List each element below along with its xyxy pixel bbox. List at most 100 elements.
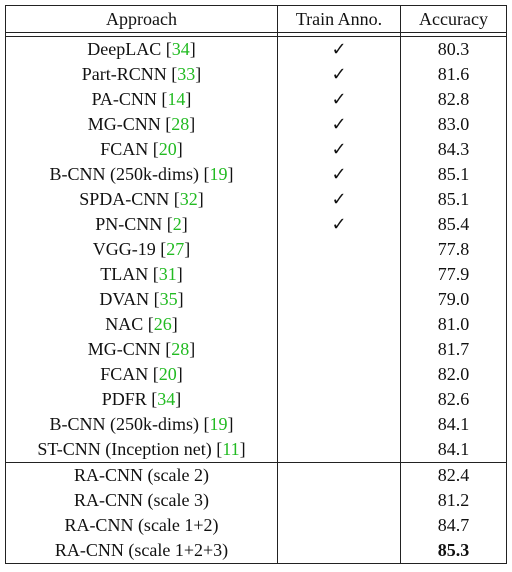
approach-name: Part-RCNN [ (81, 64, 178, 84)
citation-close: ] (189, 39, 196, 59)
approach-cell: FCAN [20] (5, 137, 278, 162)
approach-cell: PA-CNN [14] (5, 87, 278, 112)
checkmark-icon: ✓ (331, 114, 347, 135)
citation-close: ] (189, 114, 196, 134)
approach-cell: RA-CNN (scale 2) (5, 462, 278, 488)
train-anno-cell: ✓ (277, 212, 401, 237)
approach-cell: RA-CNN (scale 1+2+3) (5, 538, 278, 564)
approach-cell: FCAN [20] (5, 362, 278, 387)
approach-cell: B-CNN (250k-dims) [19] (5, 162, 278, 187)
citation-close: ] (177, 289, 184, 309)
train-anno-cell (277, 488, 401, 513)
train-anno-cell: ✓ (277, 137, 401, 162)
approach-cell: NAC [26] (5, 312, 278, 337)
citation-link[interactable]: 34 (171, 39, 190, 59)
citation-link[interactable]: 32 (179, 189, 198, 209)
table-row: PA-CNN [14] ✓ 82.8 (5, 87, 507, 112)
table-row: RA-CNN (scale 1+2+3) 85.3 (5, 538, 507, 564)
approach-name: PN-CNN [ (95, 214, 173, 234)
accuracy-cell: 77.9 (400, 262, 507, 287)
accuracy-cell: 84.1 (400, 412, 507, 437)
citation-link[interactable]: 34 (157, 389, 176, 409)
citation-link[interactable]: 35 (159, 289, 178, 309)
table-row: B-CNN (250k-dims) [19] ✓ 85.1 (5, 162, 507, 187)
approach-cell: Part-RCNN [33] (5, 62, 278, 87)
checkmark-icon: ✓ (331, 164, 347, 185)
approach-name: VGG-19 [ (92, 239, 167, 259)
approach-name: FCAN [ (100, 139, 159, 159)
checkmark-icon: ✓ (331, 139, 347, 160)
citation-link[interactable]: 19 (209, 164, 228, 184)
citation-close: ] (171, 314, 178, 334)
accuracy-cell: 82.4 (400, 462, 507, 488)
table-row: MG-CNN [28] ✓ 83.0 (5, 112, 507, 137)
checkmark-icon: ✓ (331, 189, 347, 210)
table-header-row: Approach Train Anno. Accuracy (5, 5, 507, 33)
header-approach: Approach (5, 5, 278, 33)
train-anno-cell (277, 362, 401, 387)
approach-cell: MG-CNN [28] (5, 112, 278, 137)
citation-link[interactable]: 33 (177, 64, 196, 84)
table-row: DVAN [35] 79.0 (5, 287, 507, 312)
approach-name: SPDA-CNN [ (79, 189, 180, 209)
approach-name: DeepLAC [ (87, 39, 172, 59)
checkmark-icon: ✓ (331, 89, 347, 110)
train-anno-cell (277, 437, 401, 463)
citation-close: ] (184, 239, 191, 259)
accuracy-cell: 81.0 (400, 312, 507, 337)
citation-link[interactable]: 28 (171, 114, 190, 134)
citation-link[interactable]: 26 (153, 314, 172, 334)
accuracy-cell: 84.3 (400, 137, 507, 162)
checkmark-icon: ✓ (331, 39, 347, 60)
train-anno-cell (277, 462, 401, 488)
citation-close: ] (176, 364, 183, 384)
results-table-container: Approach Train Anno. Accuracy DeepLAC [3… (5, 5, 507, 566)
citation-link[interactable]: 28 (171, 339, 190, 359)
train-anno-cell (277, 312, 401, 337)
approach-cell: VGG-19 [27] (5, 237, 278, 262)
header-train-anno: Train Anno. (277, 5, 401, 33)
table-row: DeepLAC [34] ✓ 80.3 (5, 36, 507, 62)
approach-name: PDFR [ (101, 389, 158, 409)
accuracy-cell: 84.7 (400, 513, 507, 538)
table-row: PDFR [34] 82.6 (5, 387, 507, 412)
accuracy-cell: 85.4 (400, 212, 507, 237)
approach-name: TLAN [ (100, 264, 159, 284)
citation-link[interactable]: 11 (222, 439, 240, 459)
train-anno-cell: ✓ (277, 87, 401, 112)
train-anno-cell (277, 513, 401, 538)
citation-link[interactable]: 31 (158, 264, 177, 284)
citation-link[interactable]: 14 (167, 89, 186, 109)
train-anno-cell: ✓ (277, 62, 401, 87)
approach-cell: DVAN [35] (5, 287, 278, 312)
approach-name: B-CNN (250k-dims) [ (49, 414, 210, 434)
train-anno-cell (277, 538, 401, 564)
citation-link[interactable]: 2 (172, 214, 182, 234)
citation-link[interactable]: 20 (158, 364, 177, 384)
train-anno-cell (277, 287, 401, 312)
approach-cell: ST-CNN (Inception net) [11] (5, 437, 278, 463)
accuracy-cell: 81.2 (400, 488, 507, 513)
header-rule-spacer (5, 32, 507, 37)
approach-cell: PN-CNN [2] (5, 212, 278, 237)
citation-link[interactable]: 19 (209, 414, 228, 434)
approach-name: B-CNN (250k-dims) [ (49, 164, 210, 184)
table-row: ST-CNN (Inception net) [11] 84.1 (5, 437, 507, 463)
table-row: PN-CNN [2] ✓ 85.4 (5, 212, 507, 237)
approach-cell: SPDA-CNN [32] (5, 187, 278, 212)
citation-link[interactable]: 20 (158, 139, 177, 159)
citation-close: ] (239, 439, 246, 459)
approach-name: ST-CNN (Inception net) [ (37, 439, 223, 459)
citation-close: ] (185, 89, 192, 109)
table-row: MG-CNN [28] 81.7 (5, 337, 507, 362)
approach-name: NAC [ (105, 314, 154, 334)
accuracy-cell: 82.6 (400, 387, 507, 412)
approach-name: MG-CNN [ (87, 114, 172, 134)
table-row: SPDA-CNN [32] ✓ 85.1 (5, 187, 507, 212)
citation-close: ] (197, 189, 204, 209)
table-row: TLAN [31] 77.9 (5, 262, 507, 287)
approach-cell: TLAN [31] (5, 262, 278, 287)
citation-close: ] (189, 339, 196, 359)
approach-name: FCAN [ (100, 364, 159, 384)
citation-link[interactable]: 27 (166, 239, 185, 259)
